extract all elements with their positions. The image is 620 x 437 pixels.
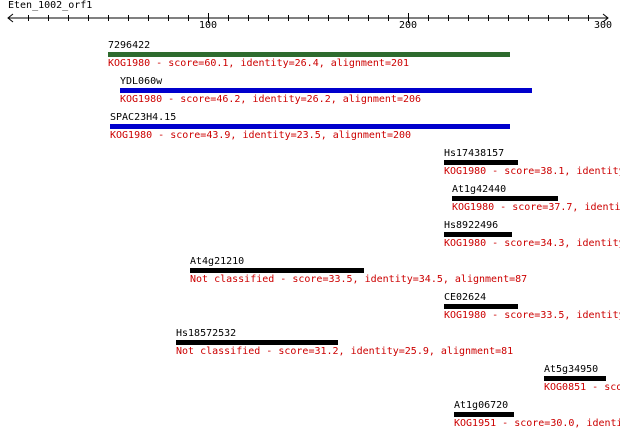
hit-name[interactable]: Hs8922496 [444, 220, 499, 231]
hit-name[interactable]: Hs18572532 [176, 328, 237, 339]
hit-name[interactable]: At4g21210 [190, 256, 245, 267]
hit-name[interactable]: YDL060w [120, 76, 163, 87]
hit-description: KOG1980 - score=43.9, identity=23.5, ali… [110, 130, 412, 141]
hit-bar[interactable] [444, 304, 518, 309]
hit-description: KOG1980 - score=37.7, identi [452, 202, 620, 213]
hit-description: KOG0851 - score [544, 382, 620, 393]
hit-description: KOG1951 - score=30.0, identi [454, 418, 620, 429]
hit-bar[interactable] [544, 376, 606, 381]
hit-description: KOG1980 - score=46.2, identity=26.2, ali… [120, 94, 422, 105]
hit-name[interactable]: At5g34950 [544, 364, 599, 375]
axis-tick-label: 100 [198, 20, 218, 31]
hit-bar[interactable] [110, 124, 510, 129]
hit-description: Not classified - score=33.5, identity=34… [190, 274, 528, 285]
hit-bar[interactable] [108, 52, 510, 57]
hit-description: KOG1980 - score=38.1, identity [444, 166, 620, 177]
hit-bar[interactable] [190, 268, 364, 273]
hit-name[interactable]: SPAC23H4.15 [110, 112, 177, 123]
axis-tick-label: 200 [398, 20, 418, 31]
hit-description: KOG1980 - score=60.1, identity=26.4, ali… [108, 58, 410, 69]
hit-bar[interactable] [454, 412, 514, 417]
sequence-title: Eten_1002_orf1 [8, 0, 93, 11]
hit-name[interactable]: At1g06720 [454, 400, 509, 411]
hit-description: KOG1980 - score=34.3, identity [444, 238, 620, 249]
hit-name[interactable]: At1g42440 [452, 184, 507, 195]
sequence-axis [7, 13, 609, 23]
hit-name[interactable]: Hs17438157 [444, 148, 505, 159]
hit-bar[interactable] [444, 160, 518, 165]
hit-description: KOG1980 - score=33.5, identity [444, 310, 620, 321]
hit-bar[interactable] [120, 88, 532, 93]
hit-bar[interactable] [176, 340, 338, 345]
hit-name[interactable]: 7296422 [108, 40, 151, 51]
hit-bar[interactable] [444, 232, 512, 237]
axis-tick-label: 300 [593, 20, 612, 31]
hit-description: Not classified - score=31.2, identity=25… [176, 346, 514, 357]
hit-bar[interactable] [452, 196, 558, 201]
axis-arrow-left [7, 13, 14, 23]
axis-arrow-right [602, 13, 609, 23]
hit-name[interactable]: CE02624 [444, 292, 487, 303]
